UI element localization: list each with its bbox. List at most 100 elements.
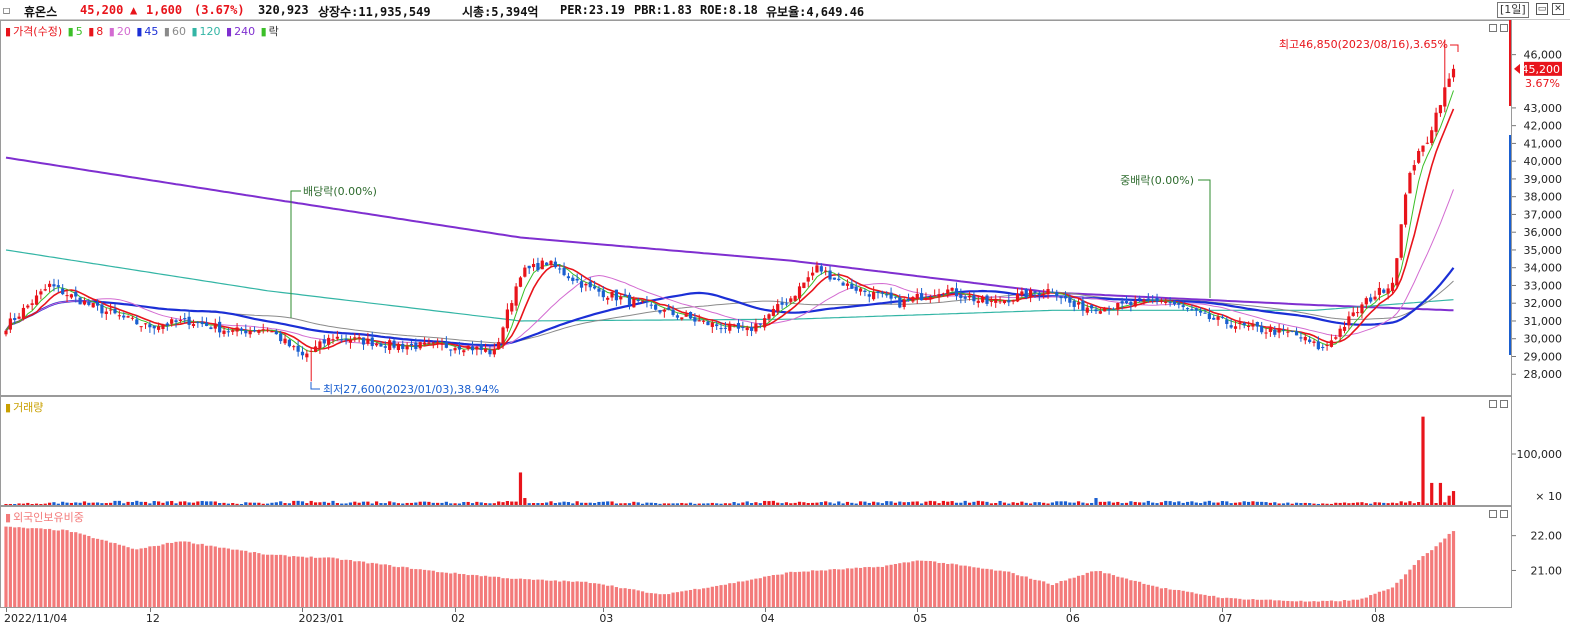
volume-bar (444, 501, 448, 505)
volume-close-icon[interactable] (1500, 400, 1508, 408)
candle (1430, 126, 1434, 146)
candle (222, 327, 226, 337)
volume-bar (645, 502, 649, 505)
foreign-bar (375, 563, 379, 607)
candle (1438, 104, 1443, 117)
volume-bar (928, 500, 932, 505)
candle-body (257, 330, 261, 333)
close-icon[interactable]: ✕ (1552, 3, 1564, 15)
foreign-bar (523, 579, 527, 607)
candle-body (654, 304, 658, 310)
foreign-bar (470, 574, 475, 607)
volume-bar (453, 503, 457, 505)
candle (1124, 295, 1129, 305)
candle-body (1116, 303, 1120, 310)
stock-name: 휴온스 (24, 5, 58, 19)
candle-body (1430, 130, 1434, 144)
volume-bar (91, 502, 95, 505)
candle (1212, 314, 1216, 320)
x-axis-label: 02 (451, 612, 466, 625)
volume-bar (152, 501, 156, 505)
volume-bar (61, 501, 65, 505)
volume-bar (1068, 502, 1072, 505)
foreign-bar (309, 556, 313, 607)
candle (1443, 39, 1447, 113)
volume-bar (157, 501, 161, 505)
foreign-bar (976, 567, 980, 607)
candle (492, 343, 496, 358)
candle (1138, 295, 1142, 303)
candle (928, 294, 932, 304)
foreign-bar (204, 545, 209, 607)
candle-body (518, 277, 523, 287)
volume-bar (680, 502, 684, 505)
volume-bar (1120, 503, 1124, 505)
volume-bar (1351, 502, 1355, 505)
candle-body (893, 296, 898, 298)
candle-body (248, 330, 252, 335)
volume-bar (1238, 502, 1242, 505)
candle (440, 338, 444, 351)
volume-bar (1421, 416, 1425, 505)
volume-bar (553, 503, 557, 505)
candle-body (915, 294, 919, 300)
volume-bar (1050, 502, 1054, 505)
candle (954, 282, 959, 301)
volume-minimize-icon[interactable] (1489, 400, 1497, 408)
volume-bar (279, 501, 283, 505)
checkbox-icon[interactable]: ☐ (3, 3, 11, 17)
x-axis-label: 05 (913, 612, 928, 625)
restore-icon[interactable]: ▭ (1536, 3, 1548, 15)
candle-body (1159, 300, 1163, 302)
candle-body (161, 324, 165, 329)
foreign-bar (1212, 595, 1216, 607)
volume-bar (370, 503, 374, 505)
foreign-bar (335, 558, 339, 607)
candle-body (61, 288, 65, 295)
candle (139, 326, 143, 332)
candle (867, 290, 871, 303)
candle-body (126, 316, 130, 318)
volume-bar (1133, 501, 1137, 505)
candle-body (1151, 300, 1155, 302)
candle (1111, 307, 1116, 310)
candle-body (1024, 289, 1028, 298)
candle (1103, 306, 1107, 312)
foreign-legend: ▮ 외국인보유비중 (5, 511, 84, 524)
candle (636, 297, 640, 303)
candle-body (562, 267, 566, 276)
panel-close-icon[interactable] (1500, 24, 1508, 32)
candle-body (335, 336, 339, 339)
volume-bar (1015, 502, 1020, 505)
candle-body (1185, 308, 1190, 310)
foreign-bar (1247, 599, 1251, 607)
high-arrow (1450, 44, 1459, 52)
candle-body (1063, 295, 1068, 299)
candle (213, 318, 217, 333)
volume-bar (941, 500, 945, 505)
candle (1356, 306, 1360, 317)
foreign-bar (1207, 595, 1211, 607)
dividend-line-2 (1198, 179, 1211, 298)
candle-body (693, 317, 697, 322)
volume-bar (593, 503, 597, 505)
period-button[interactable]: [1일] (1497, 2, 1529, 18)
foreign-bar (1321, 600, 1325, 607)
candle-body (1425, 142, 1429, 144)
candle-body (832, 277, 836, 280)
volume-bar (667, 503, 671, 505)
foreign-bar (135, 549, 139, 607)
candle-body (845, 283, 850, 286)
foreign-bar (200, 543, 204, 607)
candle-body (819, 266, 823, 272)
candle-body (867, 294, 871, 297)
panel-minimize-icon[interactable] (1489, 24, 1497, 32)
volume-bar (204, 501, 209, 505)
foreign-minimize-icon[interactable] (1489, 510, 1497, 518)
volume-bar (200, 500, 204, 505)
volume-bar (165, 501, 169, 505)
volume-bar (780, 503, 784, 505)
candle-body (1451, 68, 1456, 78)
volume-bar (266, 503, 270, 505)
foreign-close-icon[interactable] (1500, 510, 1508, 518)
